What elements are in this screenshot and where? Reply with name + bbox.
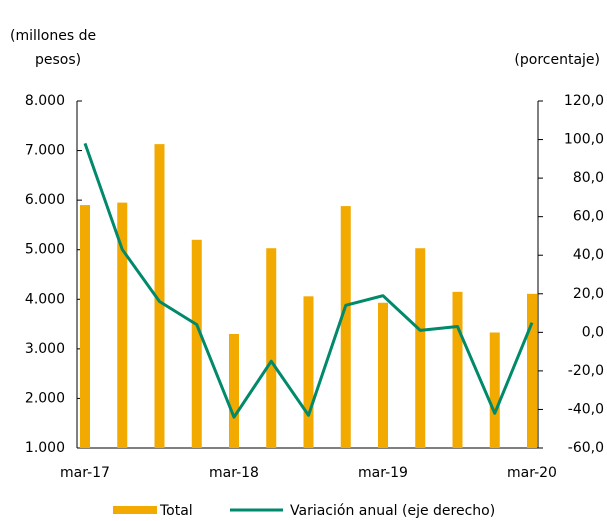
y-axis-label: (millones de <box>10 28 96 44</box>
y2-tick-label: 120,0 <box>564 93 604 109</box>
bar <box>117 202 128 448</box>
legend-label: Total <box>159 503 193 519</box>
bar <box>154 144 165 448</box>
y2-tick-label: 80,0 <box>573 170 604 186</box>
y-tick-label: 1.000 <box>25 440 65 456</box>
y-tick-label: 8.000 <box>25 93 65 109</box>
bar <box>80 205 90 448</box>
bar <box>229 333 239 448</box>
x-tick-label: mar-17 <box>60 465 110 481</box>
y2-tick-label: 0,0 <box>582 324 604 340</box>
bar <box>378 302 388 448</box>
x-tick-label: mar-20 <box>507 465 557 481</box>
y-tick-label: 2.000 <box>25 390 65 406</box>
y-tick-label: 5.000 <box>25 242 65 258</box>
y-tick-label: 4.000 <box>25 291 65 307</box>
y2-tick-label: -60,0 <box>568 440 604 456</box>
bar <box>303 296 314 448</box>
y2-axis-label: (porcentaje) <box>514 52 600 68</box>
y-axis-label: pesos) <box>35 52 81 68</box>
y2-tick-label: -40,0 <box>568 401 604 417</box>
y2-tick-label: 60,0 <box>573 209 604 225</box>
x-tick-label: mar-18 <box>209 465 259 481</box>
bar <box>489 332 500 448</box>
y-tick-label: 3.000 <box>25 341 65 357</box>
y2-tick-label: 40,0 <box>573 247 604 263</box>
x-tick-label: mar-19 <box>358 465 408 481</box>
bar <box>191 239 202 448</box>
bar <box>527 293 537 448</box>
legend-swatch <box>113 506 157 514</box>
bar <box>266 248 277 448</box>
legend-label: Variación anual (eje derecho) <box>290 503 495 519</box>
y-tick-label: 7.000 <box>25 143 65 159</box>
bar <box>340 206 351 448</box>
bar <box>452 291 463 448</box>
y-tick-label: 6.000 <box>25 192 65 208</box>
y2-tick-label: -20,0 <box>568 363 604 379</box>
line <box>83 142 534 419</box>
y2-tick-label: 100,0 <box>564 132 604 148</box>
y2-tick-label: 20,0 <box>573 286 604 302</box>
bar <box>415 248 426 448</box>
